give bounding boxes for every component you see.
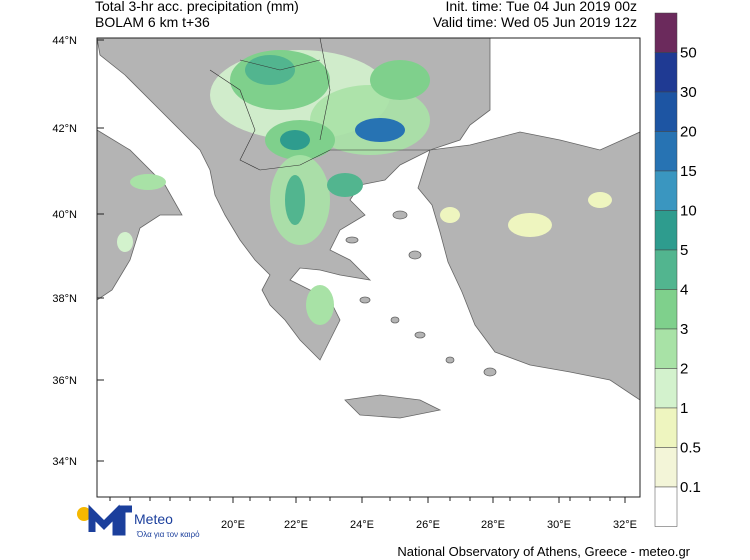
- footer-credit: National Observatory of Athens, Greece -…: [397, 544, 690, 559]
- colorbar-segment: [654, 12, 678, 53]
- lon-label: 30°E: [547, 519, 571, 531]
- colorbar-segment: [654, 289, 678, 330]
- logo-sun: [77, 507, 91, 521]
- lon-label: 20°E: [221, 519, 245, 531]
- colorbar-segment: [654, 210, 678, 251]
- colorbar-label: 0.5: [680, 440, 701, 457]
- valid-time: Valid time: Wed 05 Jun 2019 12z: [433, 14, 637, 30]
- logo-tagline: Όλα για τον καιρό: [136, 530, 200, 539]
- axes: 44°N 42°N 40°N 38°N 36°N 34°N 20°E 22°E 24°E 26°E…: [52, 35, 637, 531]
- map-area: [97, 38, 640, 497]
- lon-label: 28°E: [481, 519, 505, 531]
- lon-label: 32°E: [613, 519, 637, 531]
- colorbar-label: 3: [680, 321, 688, 338]
- colorbar-label: 15: [680, 163, 697, 180]
- lon-label: 24°E: [350, 519, 374, 531]
- colorbar-label: 50: [680, 45, 697, 62]
- colorbar-label: 30: [680, 84, 697, 101]
- map-frame: [96, 37, 641, 498]
- lat-label: 44°N: [52, 35, 77, 47]
- logo-name: Meteo: [134, 511, 173, 527]
- subtitle: BOLAM 6 km t+36: [95, 14, 210, 30]
- colorbar-label: 4: [680, 282, 688, 299]
- lon-label: 22°E: [284, 519, 308, 531]
- lon-label: 26°E: [416, 519, 440, 531]
- precipitation: [117, 50, 612, 325]
- title: Total 3-hr acc. precipitation (mm): [95, 0, 299, 14]
- borders: [209, 38, 430, 171]
- lat-label: 42°N: [52, 123, 77, 135]
- colorbar-segment: [654, 52, 678, 93]
- colorbar-segment: [654, 447, 678, 488]
- init-time: Init. time: Tue 04 Jun 2019 00z: [446, 0, 637, 14]
- lat-label: 40°N: [52, 209, 77, 221]
- colorbar-segment: [654, 131, 678, 172]
- colorbar-segment: [654, 249, 678, 290]
- colorbar-label: 10: [680, 203, 697, 220]
- colorbar-segment: [654, 91, 678, 132]
- colorbar-segment: [654, 407, 678, 448]
- colorbar-label: 5: [680, 242, 688, 259]
- lat-label: 34°N: [52, 456, 77, 468]
- lat-label: 38°N: [52, 293, 77, 305]
- colorbar-segment: [654, 486, 678, 527]
- colorbar: 50 30 20 15 10 5 4 3 2 1 0.5 0.1: [654, 12, 701, 527]
- colorbar-label: 20: [680, 124, 697, 141]
- colorbar-segment: [654, 170, 678, 211]
- logo-mark: [88, 504, 132, 536]
- colorbar-label: 2: [680, 361, 688, 378]
- logo: Meteo Όλα για τον καιρό: [77, 504, 200, 539]
- colorbar-segment: [654, 368, 678, 409]
- lat-label: 36°N: [52, 375, 77, 387]
- colorbar-label: 1: [680, 400, 688, 417]
- colorbar-segment: [654, 328, 678, 369]
- colorbar-label: 0.1: [680, 479, 701, 496]
